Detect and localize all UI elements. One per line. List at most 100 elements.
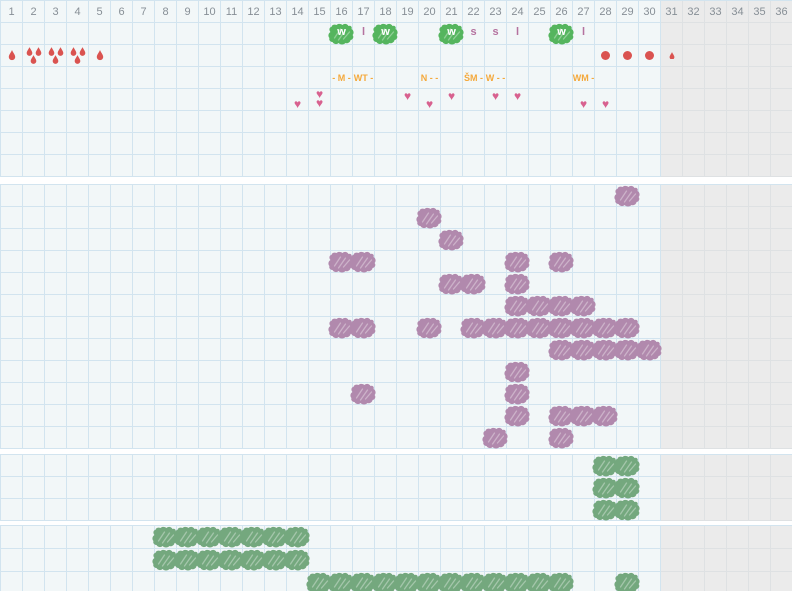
cell-green-activity-a-row-1-day-27[interactable] <box>573 455 595 477</box>
cell-green-activity-b-row-3-day-27[interactable] <box>573 572 595 591</box>
cell-empty-row-3-day-10[interactable] <box>199 155 221 177</box>
cell-green-activity-b-row-1-day-13[interactable] <box>262 526 289 549</box>
cell-purple-symptoms-row-8-day-3[interactable] <box>45 339 67 361</box>
cell-purple-symptoms-row-8-day-33[interactable] <box>705 339 727 361</box>
cell-hearts-day-34[interactable] <box>727 89 749 111</box>
cell-purple-symptoms-row-3-day-29[interactable] <box>617 229 639 251</box>
cell-purple-symptoms-row-11-day-16[interactable] <box>331 405 353 427</box>
cell-green-activity-a-row-1-day-36[interactable] <box>771 455 792 477</box>
cell-purple-symptoms-row-9-day-23[interactable] <box>485 361 507 383</box>
cell-green-activity-a-row-2-day-15[interactable] <box>309 477 331 499</box>
cell-empty-row-2-day-6[interactable] <box>111 133 133 155</box>
cell-purple-symptoms-row-5-day-1[interactable] <box>1 273 23 295</box>
cell-purple-symptoms-row-5-day-2[interactable] <box>23 273 45 295</box>
cell-bleeding-day-30[interactable] <box>639 45 661 67</box>
cell-empty-row-1-day-23[interactable] <box>485 111 507 133</box>
cell-purple-symptoms-row-2-day-1[interactable] <box>1 207 23 229</box>
cell-empty-row-3-day-14[interactable] <box>287 155 309 177</box>
cell-green-activity-b-row-2-day-2[interactable] <box>23 549 45 572</box>
cell-purple-symptoms-row-1-day-28[interactable] <box>595 185 617 207</box>
cell-purple-symptoms-row-9-day-25[interactable] <box>529 361 551 383</box>
cell-green-activity-b-row-3-day-34[interactable] <box>727 572 749 591</box>
cell-green-activity-b-row-2-day-16[interactable] <box>331 549 353 572</box>
cell-empty-row-2-day-25[interactable] <box>529 133 551 155</box>
cell-purple-symptoms-row-8-day-35[interactable] <box>749 339 771 361</box>
cell-purple-symptoms-row-3-day-20[interactable] <box>419 229 441 251</box>
cell-empty-row-3-day-36[interactable] <box>771 155 792 177</box>
cell-notes-day-16[interactable]: - M - <box>331 67 353 89</box>
cell-green-activity-a-row-1-day-13[interactable] <box>265 455 287 477</box>
cell-empty-row-1-day-30[interactable] <box>639 111 661 133</box>
cell-green-activity-a-row-3-day-3[interactable] <box>45 499 67 521</box>
cell-green-activity-a-row-2-day-5[interactable] <box>89 477 111 499</box>
cell-purple-symptoms-row-3-day-7[interactable] <box>133 229 155 251</box>
cell-green-activity-a-row-3-day-15[interactable] <box>309 499 331 521</box>
cell-green-activity-a-row-2-day-35[interactable] <box>749 477 771 499</box>
cell-purple-symptoms-row-5-day-36[interactable] <box>771 273 792 295</box>
cell-green-activity-a-row-2-day-18[interactable] <box>375 477 397 499</box>
cell-empty-row-1-day-21[interactable] <box>441 111 463 133</box>
cell-green-activity-b-row-1-day-10[interactable] <box>196 526 223 549</box>
cell-purple-symptoms-row-6-day-17[interactable] <box>353 295 375 317</box>
cell-purple-symptoms-row-6-day-35[interactable] <box>749 295 771 317</box>
cell-empty-row-2-day-10[interactable] <box>199 133 221 155</box>
cell-hearts-day-17[interactable] <box>353 89 375 111</box>
cell-purple-symptoms-row-2-day-5[interactable] <box>89 207 111 229</box>
cell-hearts-day-18[interactable] <box>375 89 397 111</box>
cell-bleeding-day-9[interactable] <box>177 45 199 67</box>
cell-purple-symptoms-row-1-day-22[interactable] <box>463 185 485 207</box>
cell-purple-symptoms-row-11-day-33[interactable] <box>705 405 727 427</box>
cell-empty-row-3-day-8[interactable] <box>155 155 177 177</box>
cell-purple-symptoms-row-10-day-26[interactable] <box>551 383 573 405</box>
cell-purple-symptoms-row-11-day-25[interactable] <box>529 405 551 427</box>
cell-purple-symptoms-row-8-day-27[interactable] <box>570 339 597 361</box>
cell-empty-row-1-day-7[interactable] <box>133 111 155 133</box>
cell-hearts-day-8[interactable] <box>155 89 177 111</box>
cell-bleeding-day-23[interactable] <box>485 45 507 67</box>
cell-purple-symptoms-row-4-day-3[interactable] <box>45 251 67 273</box>
cell-purple-symptoms-row-8-day-4[interactable] <box>67 339 89 361</box>
cell-events-day-33[interactable] <box>705 23 727 45</box>
cell-notes-day-1[interactable] <box>1 67 23 89</box>
cell-purple-symptoms-row-11-day-7[interactable] <box>133 405 155 427</box>
cell-hearts-day-5[interactable] <box>89 89 111 111</box>
cell-green-activity-b-row-1-day-15[interactable] <box>309 526 331 549</box>
cell-purple-symptoms-row-10-day-22[interactable] <box>463 383 485 405</box>
cell-purple-symptoms-row-11-day-17[interactable] <box>353 405 375 427</box>
cell-purple-symptoms-row-1-day-25[interactable] <box>529 185 551 207</box>
cell-purple-symptoms-row-3-day-22[interactable] <box>463 229 485 251</box>
cell-green-activity-b-row-2-day-3[interactable] <box>45 549 67 572</box>
cell-green-activity-a-row-3-day-31[interactable] <box>661 499 683 521</box>
cell-purple-symptoms-row-6-day-31[interactable] <box>661 295 683 317</box>
cell-purple-symptoms-row-10-day-5[interactable] <box>89 383 111 405</box>
cell-purple-symptoms-row-6-day-6[interactable] <box>111 295 133 317</box>
cell-purple-symptoms-row-2-day-30[interactable] <box>639 207 661 229</box>
cell-purple-symptoms-row-12-day-13[interactable] <box>265 427 287 449</box>
cell-purple-symptoms-row-10-day-9[interactable] <box>177 383 199 405</box>
cell-purple-symptoms-row-10-day-31[interactable] <box>661 383 683 405</box>
cell-events-day-14[interactable] <box>287 23 309 45</box>
cell-events-day-9[interactable] <box>177 23 199 45</box>
cell-hearts-day-10[interactable] <box>199 89 221 111</box>
cell-empty-row-1-day-8[interactable] <box>155 111 177 133</box>
cell-purple-symptoms-row-11-day-23[interactable] <box>485 405 507 427</box>
cell-purple-symptoms-row-5-day-24[interactable] <box>504 273 531 295</box>
cell-purple-symptoms-row-6-day-14[interactable] <box>287 295 309 317</box>
cell-purple-symptoms-row-9-day-36[interactable] <box>771 361 792 383</box>
cell-empty-row-2-day-4[interactable] <box>67 133 89 155</box>
cell-purple-symptoms-row-12-day-29[interactable] <box>617 427 639 449</box>
cell-notes-day-15[interactable] <box>309 67 331 89</box>
cell-purple-symptoms-row-6-day-15[interactable] <box>309 295 331 317</box>
cell-purple-symptoms-row-8-day-16[interactable] <box>331 339 353 361</box>
cell-purple-symptoms-row-12-day-21[interactable] <box>441 427 463 449</box>
cell-hearts-day-20[interactable]: ♥ <box>419 89 441 111</box>
cell-events-day-34[interactable] <box>727 23 749 45</box>
cell-purple-symptoms-row-1-day-33[interactable] <box>705 185 727 207</box>
cell-purple-symptoms-row-9-day-20[interactable] <box>419 361 441 383</box>
cell-bleeding-day-21[interactable] <box>441 45 463 67</box>
cell-purple-symptoms-row-6-day-12[interactable] <box>243 295 265 317</box>
cell-purple-symptoms-row-12-day-25[interactable] <box>529 427 551 449</box>
cell-purple-symptoms-row-6-day-26[interactable] <box>548 295 575 317</box>
cell-purple-symptoms-row-12-day-34[interactable] <box>727 427 749 449</box>
cell-purple-symptoms-row-1-day-17[interactable] <box>353 185 375 207</box>
